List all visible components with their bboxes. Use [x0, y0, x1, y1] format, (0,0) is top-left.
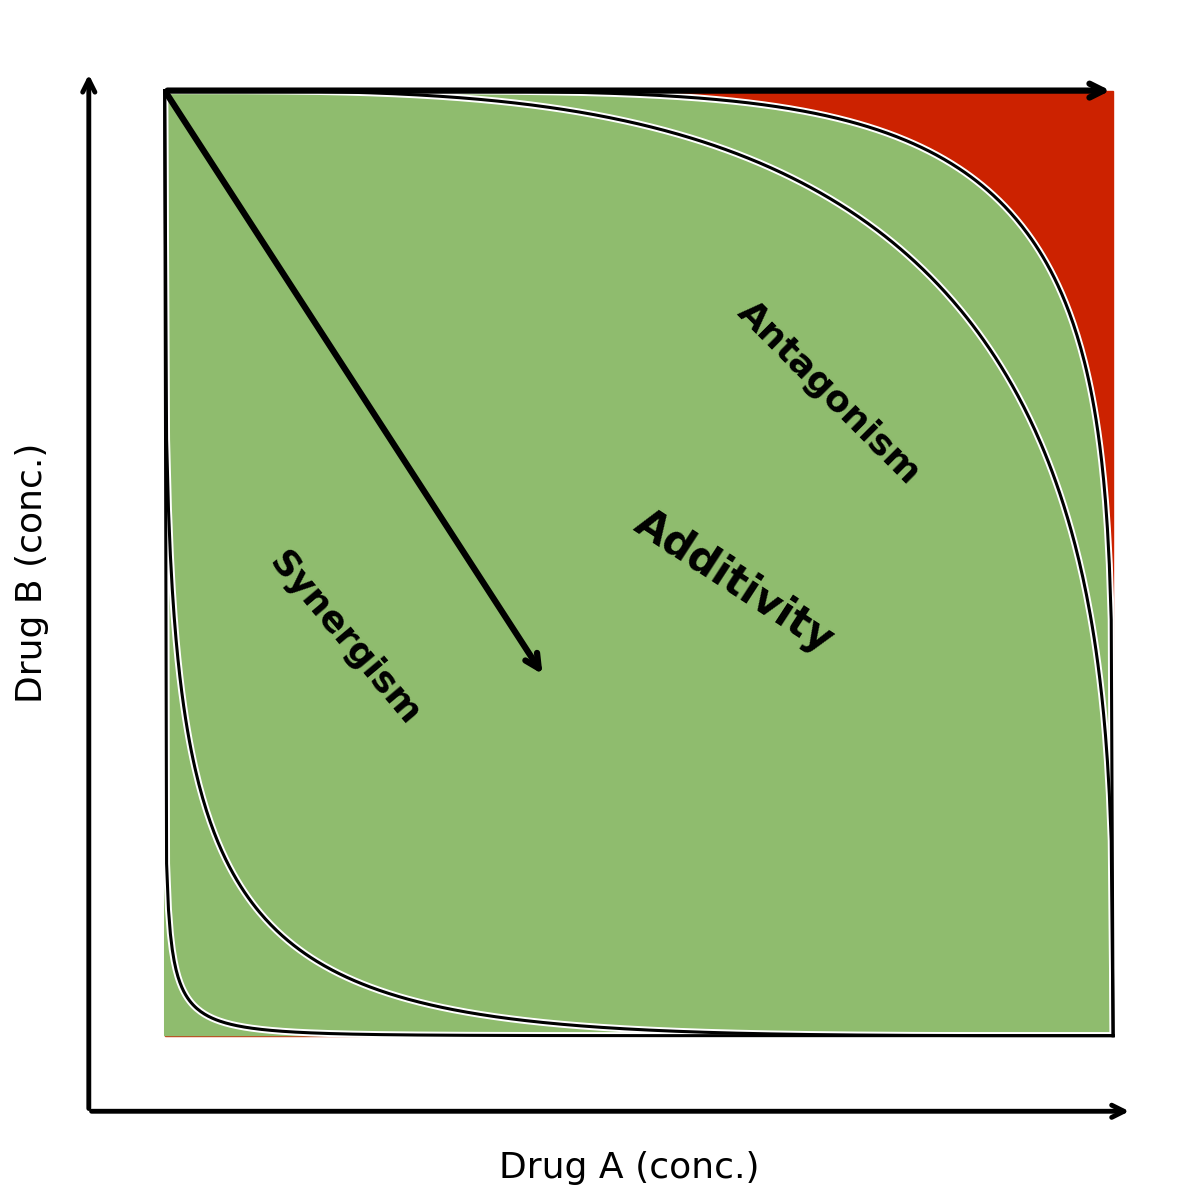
Polygon shape	[165, 91, 1114, 1036]
Polygon shape	[165, 91, 1114, 1036]
X-axis label: Drug A (conc.): Drug A (conc.)	[500, 1151, 760, 1186]
Y-axis label: Drug B (conc.): Drug B (conc.)	[14, 443, 49, 703]
Polygon shape	[165, 91, 1114, 1036]
Text: Antagonism: Antagonism	[731, 295, 927, 491]
Text: Synergism: Synergism	[262, 546, 427, 732]
Text: Additivity: Additivity	[626, 502, 842, 662]
